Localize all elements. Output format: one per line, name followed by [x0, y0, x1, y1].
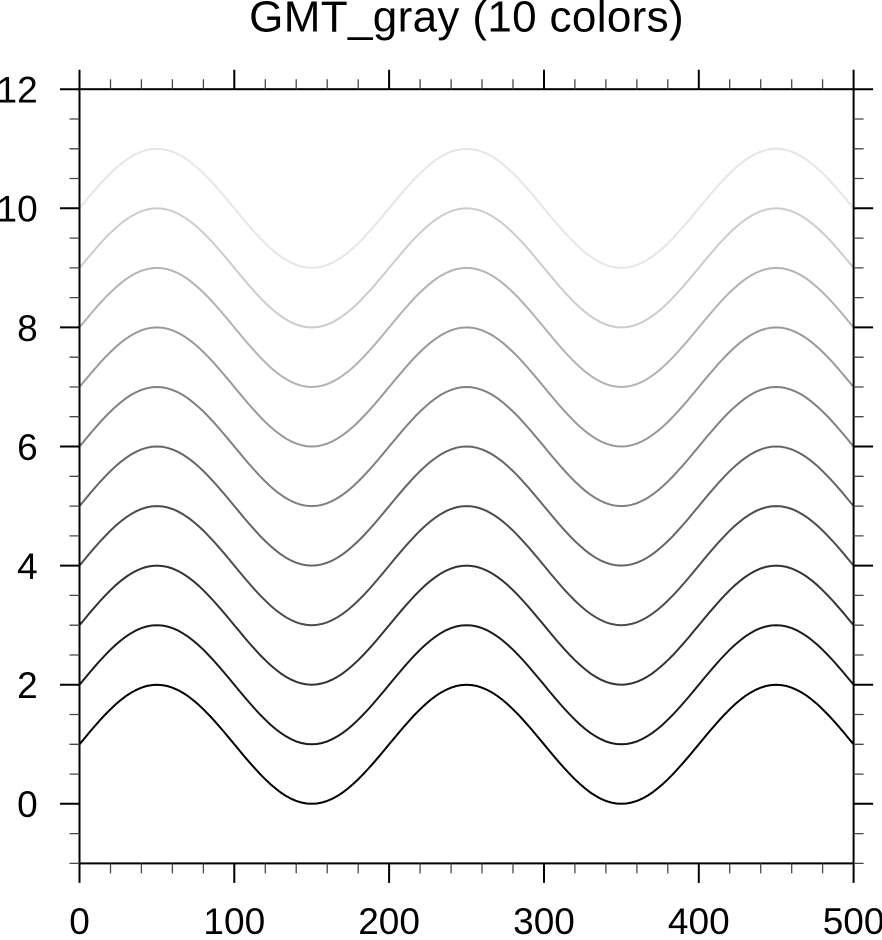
svg-text:GMT_gray (10 colors): GMT_gray (10 colors) [249, 0, 684, 42]
svg-text:10: 10 [0, 189, 38, 230]
svg-text:0: 0 [69, 901, 90, 935]
svg-text:100: 100 [203, 901, 265, 935]
svg-text:6: 6 [17, 427, 38, 468]
svg-text:12: 12 [0, 70, 38, 111]
svg-text:300: 300 [513, 901, 575, 935]
svg-text:200: 200 [358, 901, 420, 935]
svg-text:0: 0 [17, 784, 38, 825]
svg-text:4: 4 [17, 546, 38, 587]
svg-text:2: 2 [17, 665, 38, 706]
svg-text:500: 500 [823, 901, 882, 935]
svg-text:400: 400 [668, 901, 730, 935]
svg-text:8: 8 [17, 308, 38, 349]
